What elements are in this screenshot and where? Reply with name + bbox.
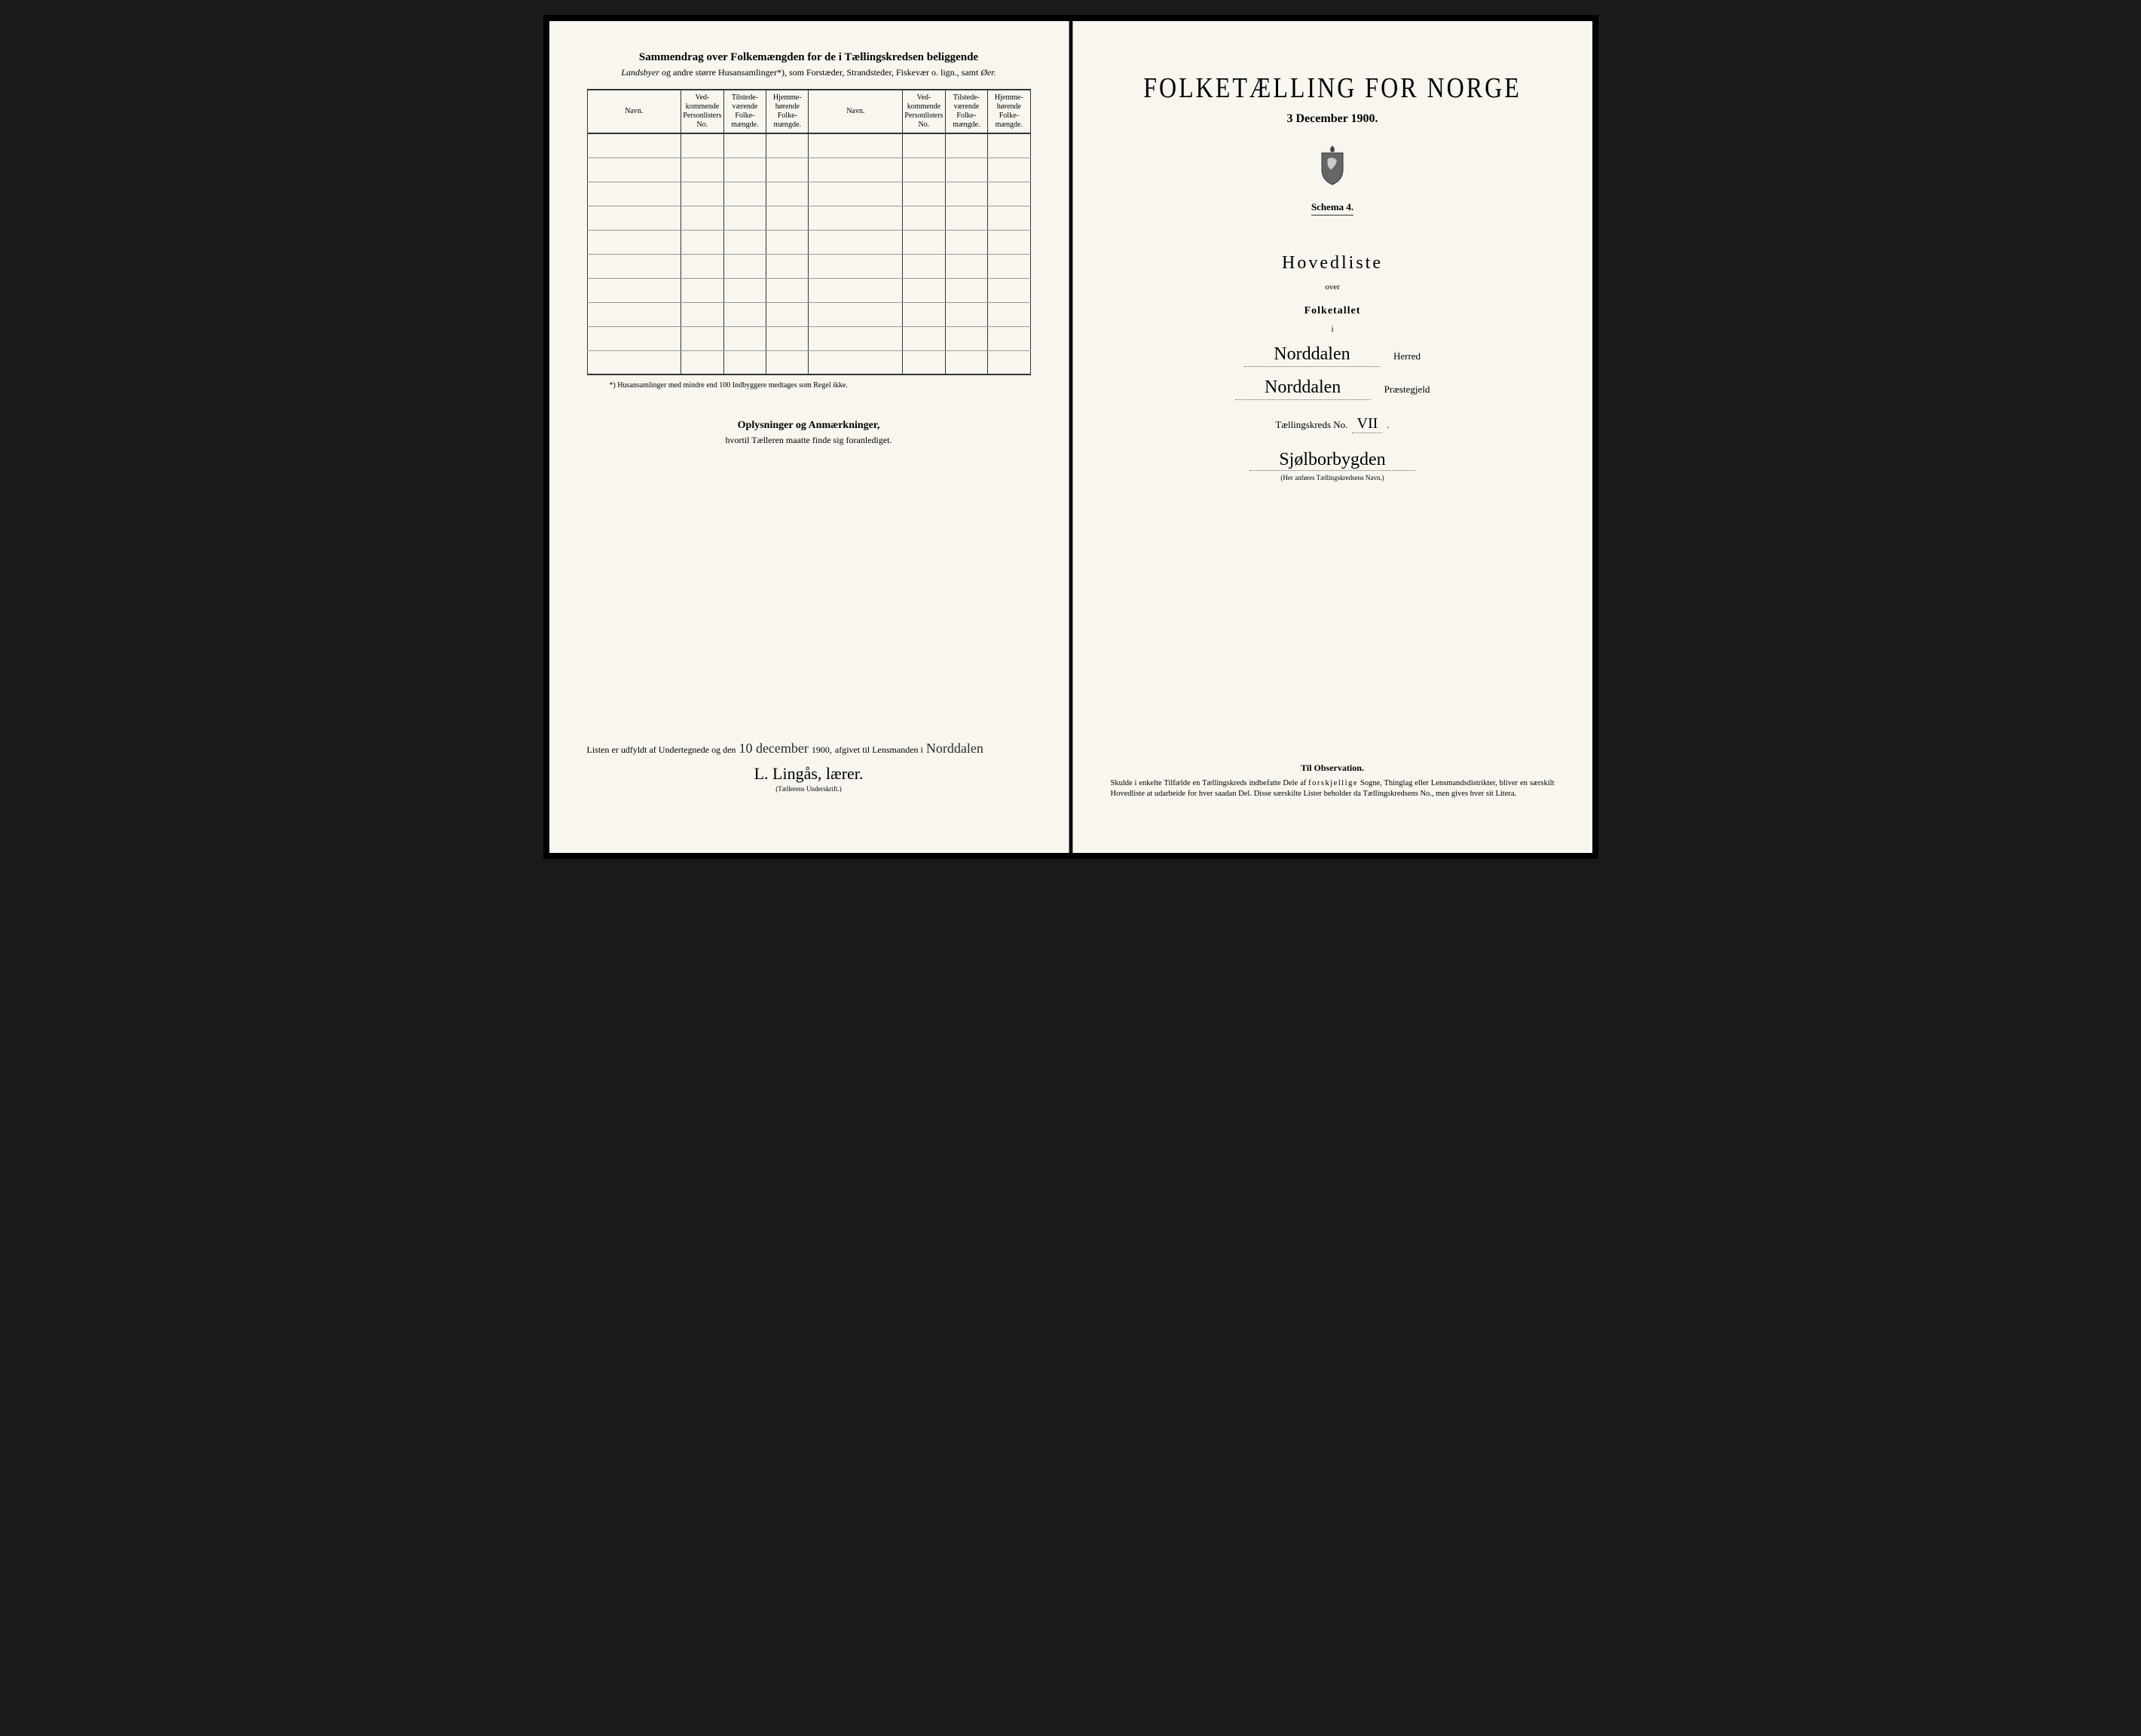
col-tilstede-1: Tilstede- værende Folke- mængde. [723,90,766,133]
subtitle-italic: Landsbyer [621,67,659,78]
table-row [587,302,1030,326]
obs-spaced: forskjellige [1308,779,1358,787]
kreds-caption: (Her anføres Tællingskredsens Navn.) [1280,474,1384,481]
table-row [587,254,1030,278]
folketallet-label: Folketallet [1304,305,1361,317]
i-label: i [1331,325,1333,334]
coat-of-arms-icon [1316,144,1349,186]
table-row [587,350,1030,374]
kreds-no: VII [1352,415,1382,433]
sig-place: Norddalen [926,741,983,756]
main-title: FOLKETÆLLING FOR NORGE [1143,71,1522,104]
col-hjemme-1: Hjemme- hørende Folke- mængde. [766,90,809,133]
obs-text-1: Skulde i enkelte Tilfælde en Tællingskre… [1111,779,1309,787]
left-title: Sammendrag over Folkemængden for de i Tæ… [587,51,1031,64]
over-label: over [1325,283,1340,292]
left-page: Sammendrag over Folkemængden for de i Tæ… [549,21,1069,853]
praeste-value: Norddalen [1235,377,1371,400]
table-row [587,230,1030,254]
sig-caption: (Tællerens Underskrift.) [587,785,1031,793]
sig-date: 10 december [739,741,808,756]
sig-name: L. Lingås, lærer. [587,764,1031,784]
col-tilstede-2: Tilstede- værende Folke- mængde. [945,90,987,133]
col-navn-2: Navn. [809,90,903,133]
col-hjemme-2: Hjemme- hørende Folke- mængde. [988,90,1030,133]
praestegjeld-line: Norddalen Præstegjeld [1235,377,1430,400]
subtitle-rest: og andre større Husansamlinger*), som Fo… [659,67,980,78]
summary-table: Navn. Ved- kommende Personlisters No. Ti… [587,89,1031,375]
table-row [587,206,1030,230]
kreds-label: Tællingskreds No. [1275,419,1347,431]
right-page: FOLKETÆLLING FOR NORGE 3 December 1900. … [1072,21,1592,853]
subtitle-end: Øer. [980,67,996,78]
praeste-label: Præstegjeld [1384,384,1430,396]
table-row [587,157,1030,182]
oplysninger-title: Oplysninger og Anmærkninger, [587,420,1031,432]
oplysninger-section: Oplysninger og Anmærkninger, hvortil Tæl… [587,420,1031,446]
oplysninger-subtitle: hvortil Tælleren maatte finde sig foranl… [587,435,1031,446]
right-content: FOLKETÆLLING FOR NORGE 3 December 1900. … [1111,51,1555,823]
herred-label: Herred [1393,350,1421,362]
book-spread: Sammendrag over Folkemængden for de i Tæ… [543,15,1598,859]
hovedliste-title: Hovedliste [1282,253,1383,274]
table-row [587,133,1030,157]
schema-label: Schema 4. [1311,201,1353,215]
table-body [587,133,1030,374]
sig-mid: afgivet til Lensmanden i [835,744,923,756]
date-line: 3 December 1900. [1287,112,1378,126]
left-subtitle: Landsbyer og andre større Husansamlinger… [587,67,1031,78]
footnote: *) Husansamlinger med mindre end 100 Ind… [587,381,1031,390]
table-row [587,326,1030,350]
obs-title: Til Observation. [1111,763,1555,774]
observation-block: Til Observation. Skulde i enkelte Tilfæl… [1111,763,1555,823]
signature-block: Listen er udfyldt af Undertegnede og den… [587,741,1031,823]
herred-value: Norddalen [1244,344,1380,367]
signature-line: Listen er udfyldt af Undertegnede og den… [587,741,1031,756]
col-ved-2: Ved- kommende Personlisters No. [903,90,946,133]
kreds-name: Sjølborbygden [1249,450,1415,471]
col-navn-1: Navn. [587,90,681,133]
sig-year: 1900, [812,744,832,756]
table-row [587,278,1030,302]
table-row [587,182,1030,206]
sig-prefix: Listen er udfyldt af Undertegnede og den [587,744,736,756]
col-ved-1: Ved- kommende Personlisters No. [681,90,724,133]
kreds-no-line: Tællingskreds No. VII. [1275,415,1389,433]
herred-line: Norddalen Herred [1244,344,1421,367]
obs-text: Skulde i enkelte Tilfælde en Tællingskre… [1111,778,1555,800]
